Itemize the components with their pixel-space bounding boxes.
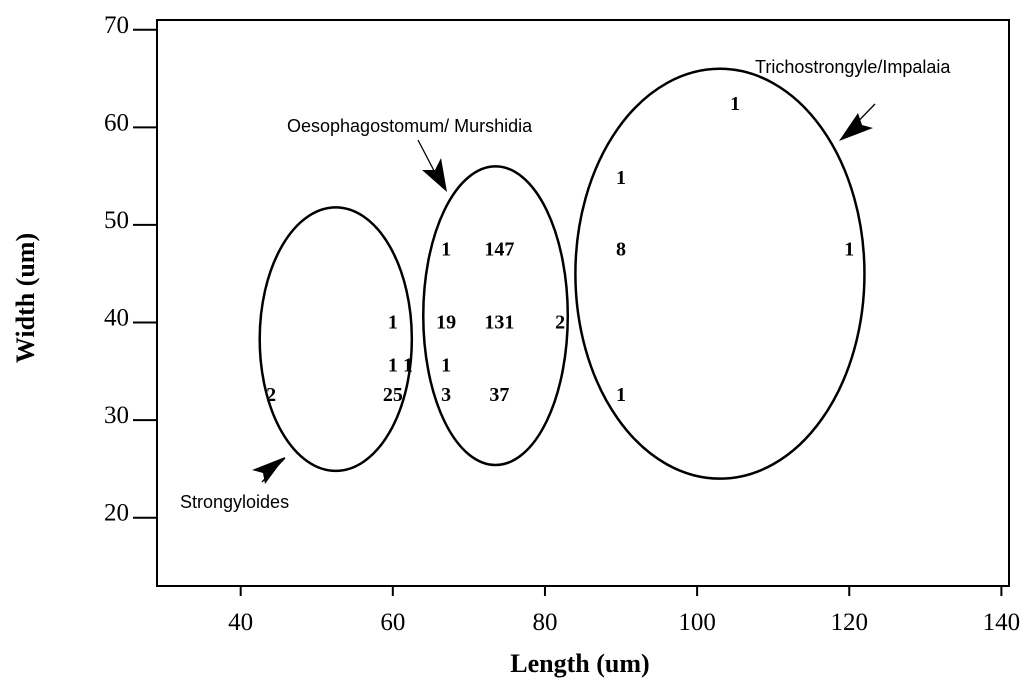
- count-label: 1: [616, 167, 626, 189]
- count-label: 147: [484, 238, 514, 260]
- oesophagostomum-arrow-icon: [422, 158, 447, 192]
- x-axis-ticks: 40 60 80 100 120 140: [228, 586, 1020, 636]
- x-tick-label: 140: [983, 609, 1021, 636]
- count-label: 37: [489, 384, 509, 406]
- x-tick-label: 80: [532, 609, 557, 636]
- count-label: 1: [388, 312, 398, 334]
- trichostrongyle-arrow-icon: [839, 113, 873, 141]
- group-label-strongyloides: Strongyloides: [180, 492, 289, 512]
- y-tick-label: 50: [104, 207, 129, 234]
- y-tick-label: 70: [104, 12, 129, 39]
- group-label-trichostrongyle: Trichostrongyle/Impalaia: [755, 57, 951, 77]
- plot-frame: [156, 19, 1010, 587]
- y-tick-label: 40: [104, 305, 129, 332]
- count-label: 1: [441, 354, 451, 376]
- y-axis-ticks: 20 30 40 50 60 70: [104, 12, 157, 527]
- group-ellipse-2: [574, 67, 866, 480]
- x-tick-label: 40: [228, 609, 253, 636]
- count-label: 1: [388, 354, 398, 376]
- group-ellipses: [258, 67, 866, 480]
- count-label: 2: [555, 312, 565, 334]
- count-label: 8: [616, 238, 626, 260]
- x-tick-label: 60: [380, 609, 405, 636]
- count-label: 19: [436, 312, 456, 334]
- group-label-oesophagostomum: Oesophagostomum/ Murshidia: [287, 116, 533, 136]
- count-label: 25: [383, 384, 403, 406]
- x-tick-label: 120: [831, 609, 869, 636]
- strongyloides-arrow-icon: [252, 457, 285, 484]
- y-tick-label: 30: [104, 402, 129, 429]
- y-tick-label: 60: [104, 109, 129, 136]
- count-label: 2: [266, 384, 276, 406]
- count-label: 1: [616, 384, 626, 406]
- count-label: 1: [844, 238, 854, 260]
- x-axis-title: Length (um): [510, 649, 649, 678]
- count-label: 1: [441, 238, 451, 260]
- group-ellipse-0: [258, 206, 414, 473]
- x-tick-label: 100: [678, 609, 716, 636]
- y-axis-title: Width (um): [11, 233, 40, 363]
- count-label: 1: [403, 354, 413, 376]
- count-label: 131: [484, 312, 514, 334]
- count-label: 1: [730, 93, 740, 115]
- count-label: 3: [441, 384, 451, 406]
- group-ellipse-1: [422, 165, 570, 467]
- y-tick-label: 20: [104, 500, 129, 527]
